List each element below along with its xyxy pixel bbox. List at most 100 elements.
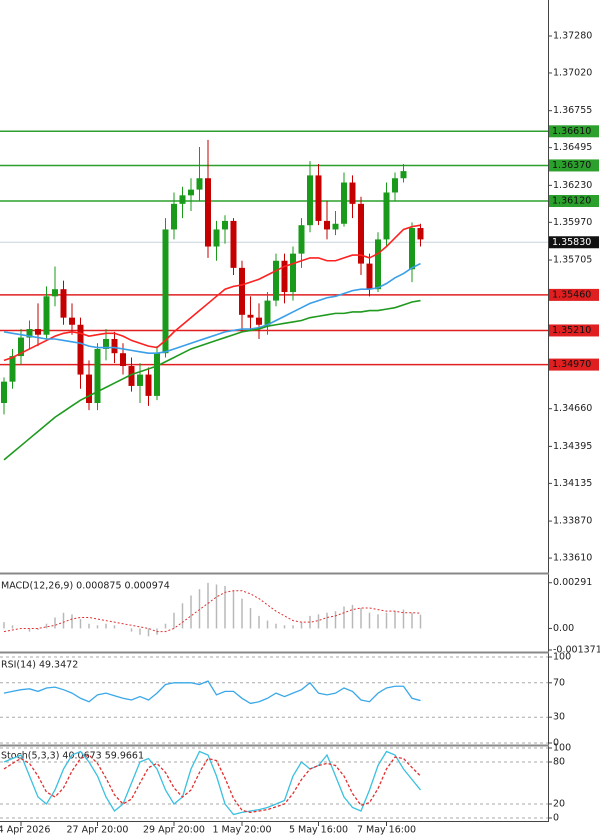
y-tick-label: 1.34135 bbox=[553, 478, 592, 489]
candle-body bbox=[162, 229, 169, 354]
indicator-line bbox=[3, 680, 421, 705]
candle-body bbox=[400, 171, 407, 179]
candle-body bbox=[239, 267, 245, 315]
candle-body bbox=[349, 182, 356, 204]
level-label-box bbox=[549, 288, 599, 301]
panel-title: Stoch(5,3,3) 40.0673 59.9661 bbox=[1, 751, 144, 762]
y-tick-label: 1.36230 bbox=[553, 180, 592, 191]
candle-body bbox=[341, 182, 347, 224]
current-price-label: 1.35830 bbox=[552, 237, 591, 248]
candle-body bbox=[86, 374, 92, 404]
panel-title: RSI(14) 49.3472 bbox=[1, 660, 78, 671]
candle-body bbox=[375, 239, 381, 290]
level-label-box bbox=[549, 358, 599, 371]
candle-body bbox=[298, 225, 305, 254]
candle-body bbox=[179, 195, 186, 204]
candle-body bbox=[222, 220, 228, 230]
candle-body bbox=[417, 228, 424, 240]
candle-body bbox=[128, 366, 135, 386]
candle-body bbox=[77, 324, 84, 375]
candle-body bbox=[315, 175, 322, 221]
y-tick-label: 1.35970 bbox=[553, 217, 592, 228]
candle-body bbox=[188, 189, 194, 196]
candle-body bbox=[307, 175, 313, 226]
y-tick-label: -0.001371 bbox=[553, 645, 600, 656]
y-tick-label: 100 bbox=[553, 743, 571, 754]
x-tick-label: 29 Apr 20:00 bbox=[143, 825, 205, 836]
moving-average bbox=[3, 224, 421, 362]
candle-body bbox=[247, 314, 254, 318]
candle-body bbox=[392, 178, 398, 193]
y-tick-label: 0 bbox=[553, 813, 559, 824]
x-tick-label: 1 May 20:00 bbox=[212, 825, 271, 836]
candle-body bbox=[137, 374, 143, 386]
y-tick-label: 0.00 bbox=[553, 623, 574, 634]
candle-body bbox=[52, 289, 58, 297]
y-tick-label: 0.00291 bbox=[553, 577, 592, 588]
y-tick-label: 20 bbox=[553, 799, 565, 810]
x-tick-label: 5 May 16:00 bbox=[289, 825, 348, 836]
candle-body bbox=[9, 356, 16, 382]
candle-body bbox=[111, 338, 118, 354]
y-tick-label: 1.33870 bbox=[553, 516, 592, 527]
panel-title: MACD(12,26,9) 0.000875 0.000974 bbox=[1, 581, 170, 592]
x-tick-label: 7 May 16:00 bbox=[357, 825, 416, 836]
candle-body bbox=[332, 223, 339, 230]
x-tick-label: 27 Apr 20:00 bbox=[67, 825, 129, 836]
current-price-box bbox=[549, 236, 599, 249]
y-tick-label: 1.34395 bbox=[553, 441, 592, 452]
candle-body bbox=[43, 296, 50, 335]
candle-body bbox=[324, 220, 330, 230]
candle-body bbox=[69, 317, 75, 325]
candle-body bbox=[35, 329, 41, 335]
candle-body bbox=[154, 353, 160, 396]
candle-body bbox=[60, 289, 67, 318]
indicator-line bbox=[3, 754, 421, 814]
indicator-line bbox=[3, 750, 422, 816]
candle-body bbox=[196, 178, 203, 190]
candle-body bbox=[256, 317, 262, 325]
y-tick-label: 1.36495 bbox=[553, 142, 592, 153]
y-tick-label: 1.35705 bbox=[553, 255, 592, 266]
candle-body bbox=[409, 228, 415, 270]
y-tick-label: 80 bbox=[553, 757, 565, 768]
level-label-box bbox=[549, 195, 599, 208]
level-label: 1.34970 bbox=[552, 359, 591, 370]
candle-body bbox=[230, 220, 237, 268]
candle-body bbox=[120, 353, 126, 367]
level-label: 1.35210 bbox=[552, 325, 591, 336]
candle-body bbox=[205, 178, 211, 247]
level-label: 1.36120 bbox=[552, 196, 591, 207]
candle-body bbox=[145, 374, 152, 396]
candle-body bbox=[94, 348, 101, 404]
level-label: 1.35460 bbox=[552, 289, 591, 300]
candle-body bbox=[358, 203, 364, 264]
level-label-box bbox=[549, 324, 599, 337]
level-label-box bbox=[549, 125, 599, 138]
candle-body bbox=[26, 329, 33, 338]
level-label: 1.36610 bbox=[552, 126, 591, 137]
moving-average bbox=[3, 299, 421, 461]
candle-body bbox=[264, 300, 271, 325]
moving-average bbox=[3, 262, 421, 355]
candle-body bbox=[281, 260, 288, 293]
y-tick-label: 1.37020 bbox=[553, 67, 592, 78]
candle-body bbox=[273, 260, 279, 301]
candle-body bbox=[1, 381, 7, 404]
candle-body bbox=[18, 337, 24, 357]
candle-body bbox=[366, 263, 373, 290]
signal-line bbox=[3, 590, 421, 633]
candle-body bbox=[290, 253, 296, 293]
y-tick-label: 30 bbox=[553, 712, 565, 723]
level-label-box bbox=[549, 159, 599, 172]
candle-body bbox=[383, 192, 390, 240]
y-tick-label: 70 bbox=[553, 677, 565, 688]
y-tick-label: 1.37280 bbox=[553, 30, 592, 41]
level-label: 1.36370 bbox=[552, 160, 591, 171]
candle-body bbox=[103, 338, 109, 349]
y-tick-label: 1.36755 bbox=[553, 105, 592, 116]
y-tick-label: 0 bbox=[553, 738, 559, 749]
